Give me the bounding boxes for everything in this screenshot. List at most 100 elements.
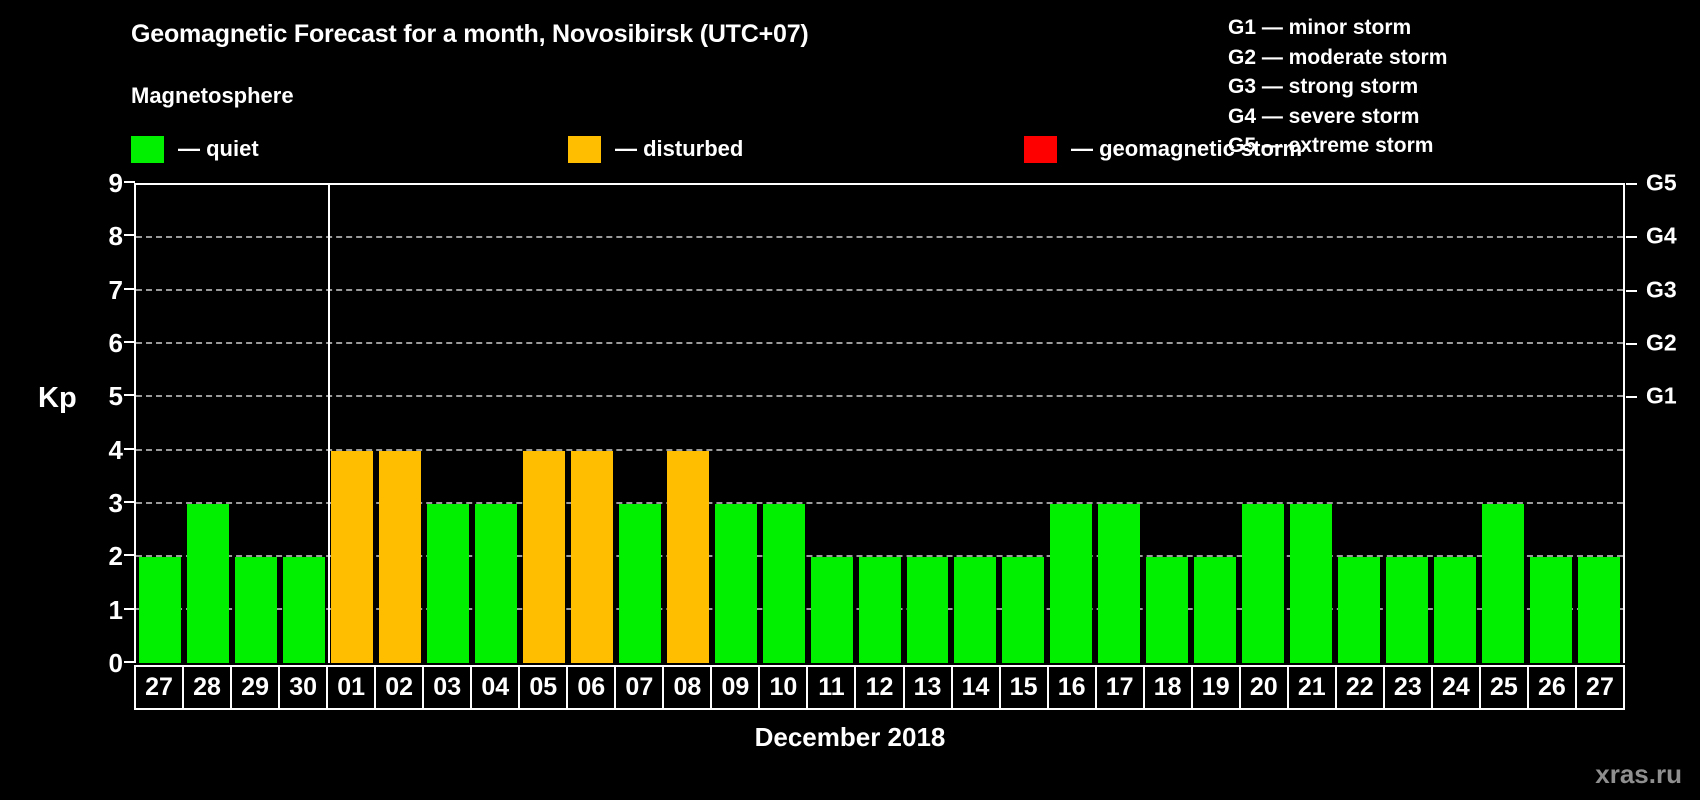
y-tick-mark-4	[124, 447, 135, 450]
bar-27-kp-2[interactable]	[139, 556, 181, 663]
bar-cell[interactable]	[664, 185, 712, 663]
red-square-icon	[1024, 135, 1057, 163]
bar-cell[interactable]	[1047, 185, 1095, 663]
y-tick-mark-7	[124, 287, 135, 290]
date-label-24: 21	[1287, 665, 1336, 710]
bar-15-kp-2[interactable]	[1002, 556, 1045, 663]
bar-18-kp-2[interactable]	[1146, 556, 1189, 663]
forecast-divider-line	[327, 185, 330, 663]
plot-inner	[136, 185, 1623, 663]
y-tick-label-3: 3	[108, 488, 123, 518]
bar-16-kp-3[interactable]	[1050, 503, 1093, 663]
gscale-tick-label-G1: G1	[1646, 382, 1677, 409]
bar-04-kp-3[interactable]	[474, 503, 517, 663]
bar-07-kp-3[interactable]	[618, 503, 661, 663]
bar-02-kp-4[interactable]	[378, 450, 421, 663]
date-label-23: 20	[1239, 665, 1288, 710]
bar-cell[interactable]	[520, 185, 568, 663]
date-label-11: 08	[663, 665, 712, 710]
page-title: Geomagnetic Forecast for a month, Novosi…	[131, 20, 809, 48]
gscale-legend-row-5: G5 — extreme storm	[1228, 134, 1434, 157]
bar-30-kp-2[interactable]	[282, 556, 325, 663]
date-label-26: 23	[1383, 665, 1432, 710]
bar-01-kp-4[interactable]	[330, 450, 373, 663]
y-axis-left: 0 1 2 3 4 5 6 7 8 9	[75, 170, 135, 676]
y-tick-label-0: 0	[108, 648, 123, 678]
bar-series	[136, 185, 1623, 663]
bar-cell[interactable]	[184, 185, 232, 663]
bar-22-kp-2[interactable]	[1338, 556, 1381, 663]
bar-06-kp-4[interactable]	[570, 450, 613, 663]
bar-19-kp-2[interactable]	[1194, 556, 1237, 663]
y-tick-mark-2	[124, 554, 135, 557]
bar-26-kp-2[interactable]	[1530, 556, 1573, 663]
bar-cell[interactable]	[1191, 185, 1239, 663]
bar-cell[interactable]	[1239, 185, 1287, 663]
gscale-tick-mark-G3	[1626, 289, 1637, 292]
bar-cell[interactable]	[951, 185, 999, 663]
bar-21-kp-3[interactable]	[1290, 503, 1333, 663]
bar-23-kp-2[interactable]	[1386, 556, 1429, 663]
bar-28-kp-3[interactable]	[186, 503, 229, 663]
bar-29-kp-2[interactable]	[234, 556, 277, 663]
bar-cell[interactable]	[1143, 185, 1191, 663]
legend-item-label: — quiet	[178, 136, 259, 161]
y-tick-mark-5	[124, 394, 135, 397]
bar-cell[interactable]	[1431, 185, 1479, 663]
gscale-tick-mark-G4	[1626, 236, 1637, 239]
bar-cell[interactable]	[424, 185, 472, 663]
bar-cell[interactable]	[1287, 185, 1335, 663]
bar-08-kp-4[interactable]	[666, 450, 709, 663]
date-label-5: 02	[375, 665, 424, 710]
bar-cell[interactable]	[808, 185, 856, 663]
bar-cell[interactable]	[904, 185, 952, 663]
bar-cell[interactable]	[1335, 185, 1383, 663]
gscale-tick-mark-G2	[1626, 343, 1637, 345]
bar-cell[interactable]	[376, 185, 424, 663]
date-label-27: 24	[1431, 665, 1480, 710]
bar-cell[interactable]	[568, 185, 616, 663]
gridline-kp-2	[136, 554, 1623, 557]
bar-20-kp-3[interactable]	[1242, 503, 1285, 663]
legend-item-label: — disturbed	[615, 136, 744, 161]
y-tick-label-6: 6	[108, 327, 123, 358]
date-label-14: 11	[807, 665, 856, 710]
bar-cell[interactable]	[232, 185, 280, 663]
bar-cell[interactable]	[280, 185, 328, 663]
bar-12-kp-2[interactable]	[858, 556, 901, 663]
bar-24-kp-2[interactable]	[1434, 556, 1477, 663]
legend-item-1: — disturbed	[568, 134, 743, 164]
bar-11-kp-2[interactable]	[810, 556, 853, 663]
bar-cell[interactable]	[328, 185, 376, 663]
bar-cell[interactable]	[472, 185, 520, 663]
bar-cell[interactable]	[1383, 185, 1431, 663]
bar-cell[interactable]	[1095, 185, 1143, 663]
bar-10-kp-3[interactable]	[762, 503, 805, 663]
date-label-0: 27	[134, 665, 184, 710]
date-label-2: 29	[231, 665, 280, 710]
bar-cell[interactable]	[1479, 185, 1527, 663]
bar-cell[interactable]	[136, 185, 184, 663]
date-label-1: 28	[183, 665, 232, 710]
date-label-8: 05	[519, 665, 568, 710]
bar-17-kp-3[interactable]	[1098, 503, 1141, 663]
bar-27-kp-2[interactable]	[1578, 556, 1621, 663]
y-tick-mark-9	[124, 181, 135, 183]
bar-cell[interactable]	[760, 185, 808, 663]
x-axis-date-labels: 27 28 29 30 01 02 03 04 05 06 07 08 09 10 11 12 13 14 15 16…	[134, 665, 1625, 710]
bar-cell[interactable]	[1527, 185, 1575, 663]
bar-cell[interactable]	[856, 185, 904, 663]
date-label-20: 17	[1095, 665, 1144, 710]
bar-cell[interactable]	[1575, 185, 1623, 663]
gridline-kp-7	[136, 289, 1623, 292]
orange-square-icon	[568, 135, 601, 163]
bar-13-kp-2[interactable]	[906, 556, 949, 663]
bar-14-kp-2[interactable]	[954, 556, 997, 663]
bar-cell[interactable]	[712, 185, 760, 663]
bar-cell[interactable]	[999, 185, 1047, 663]
bar-25-kp-3[interactable]	[1482, 503, 1525, 663]
bar-cell[interactable]	[616, 185, 664, 663]
bar-03-kp-3[interactable]	[426, 503, 469, 663]
bar-05-kp-4[interactable]	[522, 450, 565, 663]
bar-09-kp-3[interactable]	[714, 503, 757, 663]
